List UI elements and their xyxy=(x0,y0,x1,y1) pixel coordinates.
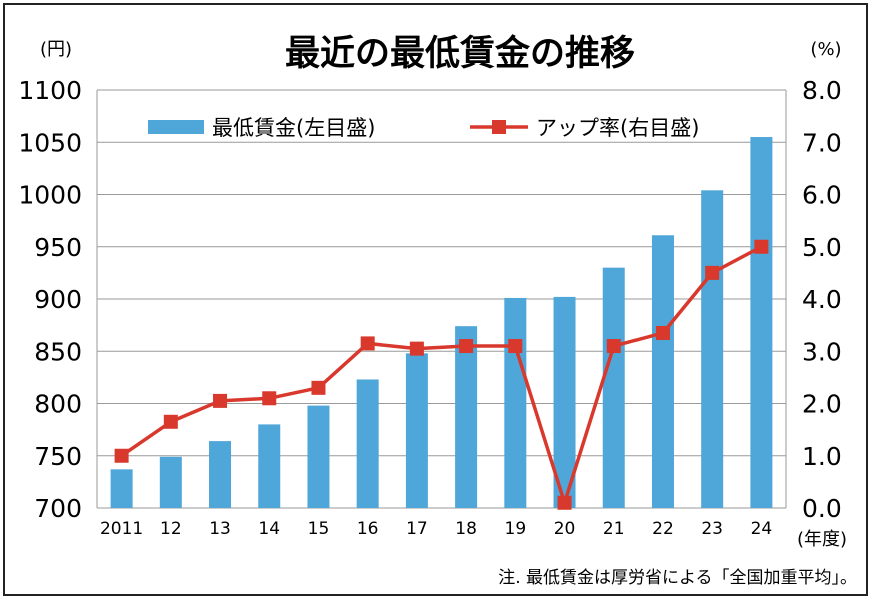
x-tick-label: 15 xyxy=(308,519,330,539)
line-marker xyxy=(360,336,375,351)
left-tick-label: 700 xyxy=(34,494,82,523)
line-marker xyxy=(409,341,424,356)
right-tick-label: 2.0 xyxy=(802,390,842,419)
line-marker xyxy=(655,325,670,340)
legend-line-marker xyxy=(492,120,506,134)
legend: 最低賃金(左目盛) アップ率(右目盛) xyxy=(148,116,699,140)
bar xyxy=(455,326,478,508)
x-axis-unit: (年度) xyxy=(797,529,847,550)
right-tick-label: 7.0 xyxy=(802,128,842,157)
left-tick-label: 800 xyxy=(34,390,82,419)
bar xyxy=(307,405,330,508)
gridlines xyxy=(96,89,787,509)
left-tick-label: 750 xyxy=(34,442,82,471)
left-tick-label: 1050 xyxy=(18,128,82,157)
chart-note: 注. 最低賃金は厚労省による「全国加重平均」。 xyxy=(498,568,857,588)
line-marker xyxy=(311,380,326,395)
bar xyxy=(356,379,379,508)
right-tick-label: 5.0 xyxy=(802,233,842,262)
line-marker xyxy=(213,393,228,408)
x-tick-label: 21 xyxy=(603,519,625,539)
left-tick-label: 1100 xyxy=(18,76,82,105)
line-marker xyxy=(114,448,129,463)
bar xyxy=(405,353,428,508)
left-tick-label: 950 xyxy=(34,233,82,262)
line-marker xyxy=(705,265,720,280)
line-marker xyxy=(754,239,769,254)
left-tick-label: 900 xyxy=(34,285,82,314)
legend-bar-label: 最低賃金(左目盛) xyxy=(212,116,375,140)
line-marker xyxy=(606,339,621,354)
x-tick-label: 13 xyxy=(209,519,231,539)
bar xyxy=(553,296,576,508)
right-tick-label: 4.0 xyxy=(802,285,842,314)
right-tick-label: 8.0 xyxy=(802,76,842,105)
right-tick-label: 1.0 xyxy=(802,442,842,471)
x-tick-label: 17 xyxy=(406,519,428,539)
x-tick-label: 23 xyxy=(701,519,723,539)
right-tick-label: 3.0 xyxy=(802,337,842,366)
bar xyxy=(504,297,527,508)
right-tick-label: 6.0 xyxy=(802,181,842,210)
x-tick-label: 22 xyxy=(652,519,674,539)
line-marker xyxy=(459,339,474,354)
line-marker xyxy=(508,339,523,354)
right-tick-label: 0.0 xyxy=(802,494,842,523)
left-tick-label: 850 xyxy=(34,337,82,366)
x-tick-label: 2011 xyxy=(100,519,143,539)
bar xyxy=(209,441,232,508)
bar xyxy=(750,137,773,508)
chart-frame xyxy=(3,3,868,596)
bar xyxy=(651,235,674,508)
x-tick-label: 12 xyxy=(160,519,182,539)
chart-title: 最近の最低賃金の推移 xyxy=(285,33,635,74)
left-axis-ticks: 700 750 800 850 900 950 1000 1050 1100 xyxy=(18,76,82,523)
bar xyxy=(602,267,625,508)
line-marker xyxy=(163,414,178,429)
x-tick-label: 20 xyxy=(554,519,576,539)
bar xyxy=(159,456,182,508)
x-tick-label: 24 xyxy=(751,519,773,539)
legend-bar-swatch xyxy=(148,120,204,134)
x-tick-label: 14 xyxy=(258,519,280,539)
x-tick-label: 16 xyxy=(357,519,379,539)
left-tick-label: 1000 xyxy=(18,181,82,210)
x-tick-label: 19 xyxy=(505,519,527,539)
series-line xyxy=(120,245,763,505)
bar xyxy=(258,424,281,508)
line-marker xyxy=(557,495,572,510)
bar xyxy=(110,469,133,508)
x-tick-label: 18 xyxy=(455,519,477,539)
line-marker xyxy=(262,391,277,406)
line-series xyxy=(114,239,769,510)
left-axis-unit: (円) xyxy=(40,39,72,60)
x-axis-labels: 2011 12 13 14 15 16 17 18 19 20 21 22 23 24 xyxy=(100,519,772,539)
bar xyxy=(701,190,724,508)
right-axis-ticks: 0.0 1.0 2.0 3.0 4.0 5.0 6.0 7.0 8.0 xyxy=(802,76,842,523)
legend-line-label: アップ率(右目盛) xyxy=(536,116,699,140)
right-axis-unit: (%) xyxy=(810,39,841,60)
